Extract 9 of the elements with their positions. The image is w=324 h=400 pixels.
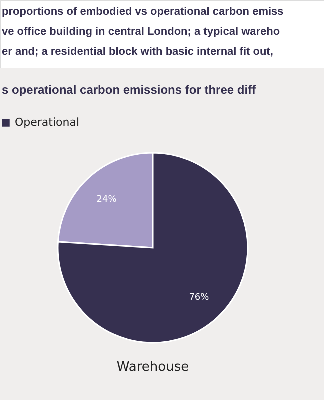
text: ve office building in central London; a typical wareho	[2, 26, 280, 38]
text: er and; a residential block with basic internal fit out,	[2, 46, 274, 58]
text: Warehouse	[116, 360, 190, 375]
pie-slice	[57, 152, 249, 344]
legend-label: Operational	[15, 116, 80, 129]
data-label: 24%	[96, 194, 118, 205]
text: proportions of embodied vs operational carbon emiss	[2, 6, 284, 18]
chart-title: s operational carbon emissions for three diff	[2, 83, 258, 97]
data-label: 76%	[189, 293, 210, 304]
